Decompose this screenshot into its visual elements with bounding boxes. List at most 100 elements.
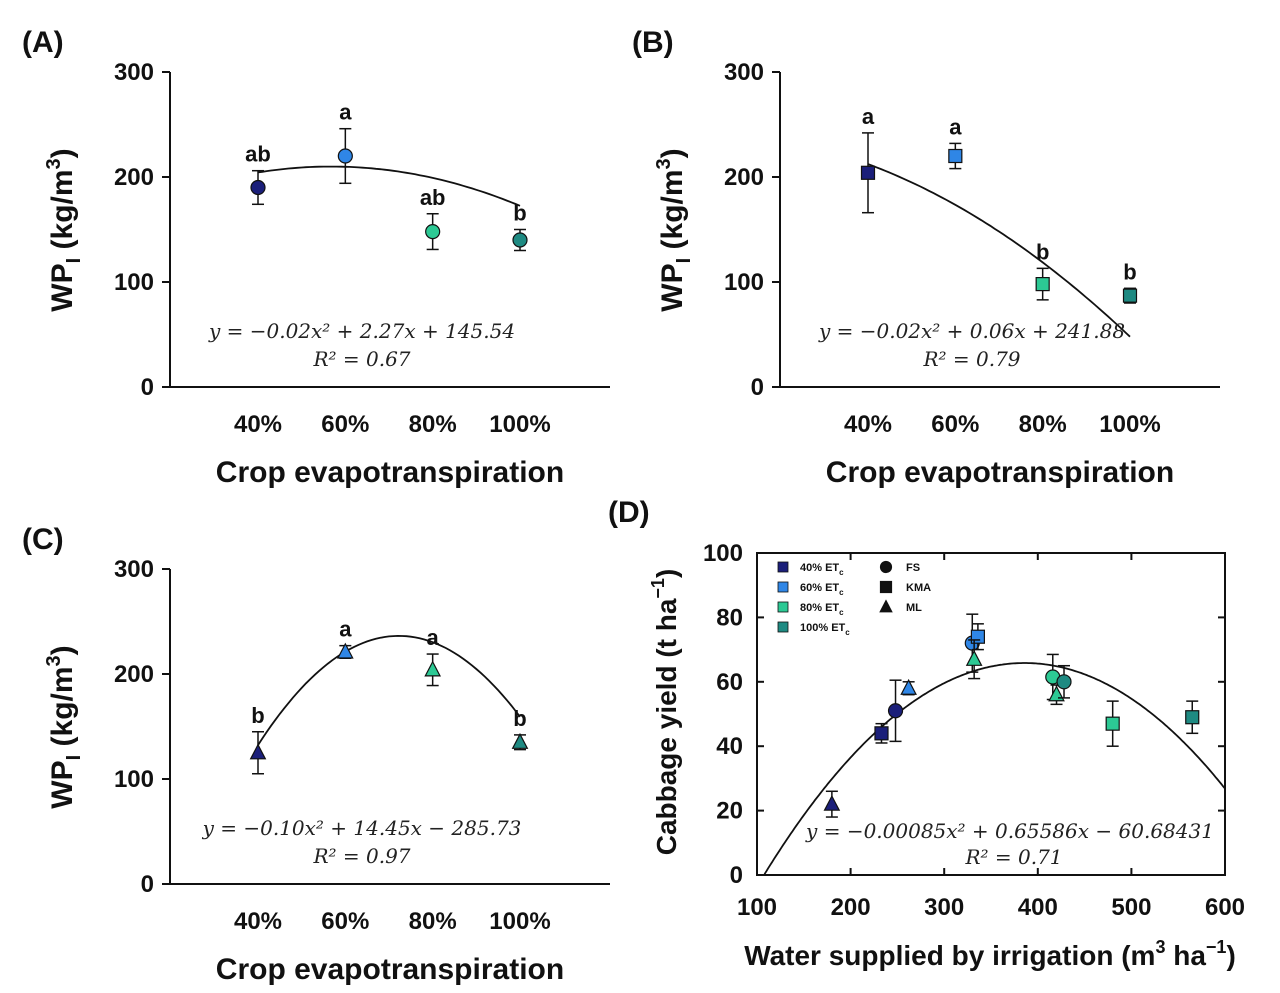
x-tick-label: 100% (489, 908, 550, 935)
legend-method-label: KMA (906, 582, 931, 594)
x-tick-label: 100% (1099, 411, 1160, 438)
y-tick-label: 200 (114, 164, 154, 191)
data-point (337, 148, 353, 164)
x-tick-label: 500 (1111, 894, 1151, 921)
y-tick-label: 100 (114, 766, 154, 793)
fit-curve (867, 163, 1131, 338)
fit-r-squared: R² = 0.67 (312, 347, 410, 371)
legend-swatch (777, 621, 789, 633)
legend-marker (879, 560, 893, 574)
data-point (970, 629, 985, 644)
x-tick-label: 80% (409, 411, 457, 438)
y-tick-label: 300 (114, 556, 154, 583)
significance-letter: b (513, 706, 526, 731)
y-tick-label: 100 (114, 269, 154, 296)
panel-label: (B) (632, 26, 674, 59)
panel-d: (D) 0 20 40 60 80 100 100 200 300 400 500 600 Water s… (608, 496, 1245, 971)
data-point (860, 165, 876, 180)
significance-letter: a (949, 114, 962, 139)
x-axis-title: Water supplied by irrigation (m3 ha−1) (744, 937, 1236, 971)
data-point (1185, 710, 1200, 725)
y-tick-label: 80 (716, 604, 743, 631)
x-tick-label: 40% (234, 411, 282, 438)
x-axis-title: Crop evapotranspiration (826, 456, 1174, 489)
data-point (249, 743, 267, 760)
y-tick-label: 60 (716, 669, 743, 696)
y-axis-title: WPI (kg/m3) (43, 645, 85, 808)
x-tick-label: 80% (1019, 411, 1067, 438)
significance-letter: b (513, 201, 526, 226)
y-tick-label: 100 (724, 269, 764, 296)
fit-equation: y = −0.02x² + 2.27x + 145.54 (208, 319, 515, 343)
fit-equation: y = −0.00085x² + 0.65586x − 60.68431 (805, 819, 1214, 843)
y-tick-label: 40 (716, 733, 743, 760)
x-tick-label: 80% (409, 908, 457, 935)
legend-label: 80% ETc (800, 602, 844, 617)
data-point (1035, 277, 1050, 292)
fit-equation: y = −0.10x² + 14.45x − 285.73 (202, 816, 522, 840)
significance-letter: b (251, 703, 264, 728)
data-point (900, 678, 917, 695)
y-tick-label: 20 (716, 798, 743, 825)
legend-marker (879, 580, 893, 594)
data-point (823, 794, 841, 811)
x-tick-label: 40% (844, 411, 892, 438)
fit-r-squared: R² = 0.79 (922, 347, 1020, 371)
panel-label: (D) (608, 496, 650, 529)
significance-letter: b (1036, 239, 1049, 264)
legend-swatch (777, 561, 789, 573)
legend-label: 60% ETc (800, 582, 844, 597)
y-tick-label: 0 (751, 374, 764, 401)
data-point (1122, 288, 1138, 303)
fit-r-squared: R² = 0.97 (312, 844, 410, 868)
data-point (424, 660, 442, 677)
significance-letter: b (1123, 259, 1136, 284)
panel-label: (A) (22, 26, 64, 59)
x-tick-label: 60% (321, 411, 369, 438)
significance-letter: ab (420, 185, 446, 210)
data-point (1056, 674, 1072, 690)
x-tick-label: 100 (737, 894, 777, 921)
y-tick-label: 0 (141, 374, 154, 401)
data-point (1105, 716, 1120, 731)
y-axis-title: WPI (kg/m3) (653, 148, 695, 311)
y-tick-label: 0 (730, 862, 743, 889)
plot-frame (756, 552, 1226, 876)
legend-marker (879, 599, 893, 613)
x-tick-label: 40% (234, 908, 282, 935)
y-axis-title: WPI (kg/m3) (43, 148, 85, 311)
x-tick-label: 300 (924, 894, 964, 921)
panel-a: (A) 0 100 200 300 40% 60% 80% 100% Crop evapotran… (22, 26, 610, 489)
y-tick-label: 200 (724, 164, 764, 191)
data-point (874, 726, 889, 741)
panel-c: (C) 0 100 200 300 40% 60% 80% 100% Crop evapotran… (22, 523, 610, 986)
legend-method-label: FS (906, 562, 920, 574)
panel-b: (B) 0 100 200 300 40% 60% 80% 100% Crop evapotran… (632, 26, 1220, 489)
data-point (512, 232, 528, 248)
fit-curve (763, 662, 1226, 875)
y-tick-label: 300 (724, 59, 764, 86)
fit-equation: y = −0.02x² + 0.06x + 241.88 (818, 319, 1125, 343)
y-tick-label: 200 (114, 661, 154, 688)
y-tick-label: 100 (703, 540, 743, 567)
significance-letter: a (339, 617, 352, 642)
data-point (511, 732, 529, 749)
x-tick-label: 60% (931, 411, 979, 438)
x-tick-label: 400 (1018, 894, 1058, 921)
x-tick-label: 60% (321, 908, 369, 935)
x-tick-label: 200 (831, 894, 871, 921)
significance-letter: a (339, 100, 352, 125)
legend-label: 100% ETc (800, 622, 850, 637)
data-point (250, 179, 266, 196)
significance-letter: a (862, 104, 875, 129)
fit-curve (257, 165, 521, 207)
fit-curve (257, 634, 521, 746)
x-axis-title: Crop evapotranspiration (216, 953, 564, 986)
x-axis-title: Crop evapotranspiration (216, 456, 564, 489)
data-point (336, 642, 354, 659)
data-point (948, 148, 963, 164)
legend-swatch (777, 581, 789, 593)
legend-label: 40% ETc (800, 562, 844, 577)
y-tick-label: 0 (141, 871, 154, 898)
